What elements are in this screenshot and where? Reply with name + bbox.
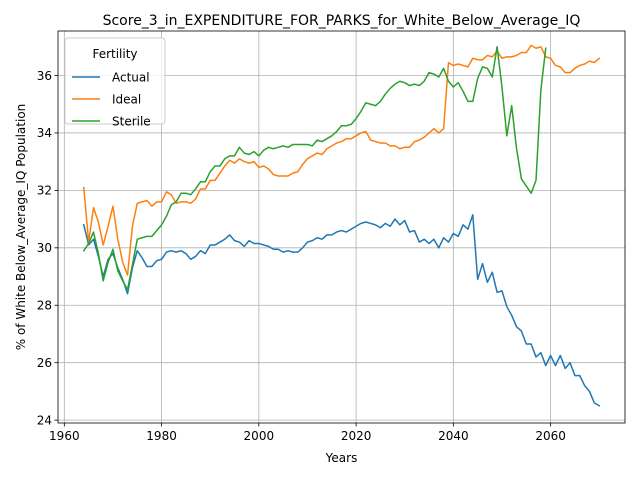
legend-label-actual: Actual [112,70,150,84]
x-tick-label: 2020 [341,429,372,443]
x-tick-label: 2040 [438,429,469,443]
series-line-sterile [82,46,547,291]
legend-box [64,37,166,125]
legend: Fertility Actual Ideal Sterile [64,37,166,128]
y-tick-label: 26 [37,356,52,370]
y-tick-label: 24 [37,413,52,427]
plot-frame [57,30,626,424]
series-line-ideal [82,44,601,276]
x-tick-label: 2060 [535,429,566,443]
series-layer [82,44,601,407]
y-tick-label: 32 [37,184,52,198]
y-tick-label: 36 [37,69,52,83]
legend-label-sterile: Sterile [112,114,151,128]
x-axis: 1960 1980 2000 2020 2040 2060 [49,423,566,443]
y-axis-label: % of White Below_Average_IQ Population [14,104,28,351]
x-tick-label: 1960 [49,429,80,443]
x-axis-label: Years [325,451,358,465]
x-tick-label: 2000 [244,429,275,443]
y-tick-label: 34 [37,126,52,140]
y-axis: 24 26 28 30 32 34 36 [37,69,58,427]
legend-label-ideal: Ideal [112,92,141,106]
legend-items: Actual Ideal Sterile [72,70,151,128]
y-tick-label: 28 [37,299,52,313]
series-line-actual [82,214,601,407]
chart-title: Score_3_in_EXPENDITURE_FOR_PARKS_for_Whi… [103,13,581,29]
legend-title: Fertility [92,47,137,61]
y-tick-label: 30 [37,241,52,255]
grid [58,31,625,423]
x-tick-label: 1980 [146,429,177,443]
